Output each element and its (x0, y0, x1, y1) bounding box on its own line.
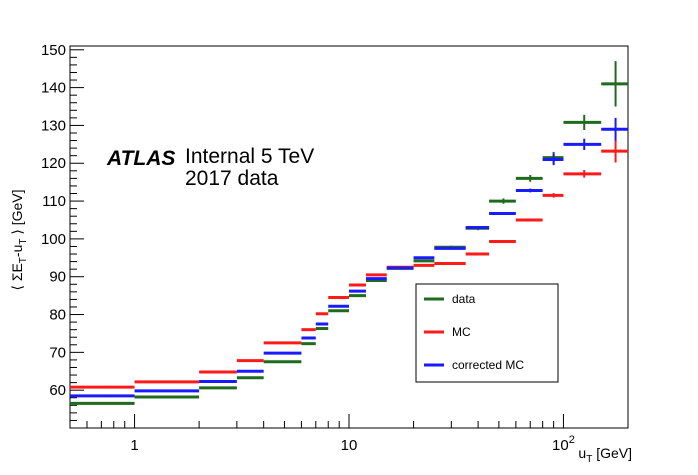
series-mc (70, 139, 628, 389)
legend-label-mc: MC (452, 325, 471, 339)
y-tick-label: 110 (42, 193, 66, 210)
x-tick-label: 10 (341, 437, 358, 454)
data-series (70, 61, 628, 405)
y-axis-title-part: -u (9, 245, 25, 257)
y-tick-label: 90 (49, 269, 66, 286)
y-axis-title: ⟨ ΣET-uT ⟩ [GeV] (9, 189, 29, 290)
x-tick-label: 102 (552, 434, 575, 454)
series-corrected-mc (70, 117, 628, 398)
x-tick-label: 1 (130, 437, 138, 454)
y-tick-label: 140 (41, 80, 66, 97)
x-axis-title-unit: [GeV] (592, 445, 632, 461)
y-axis-title-part: ⟩ [GeV] (9, 189, 25, 238)
legend-label-data: data (452, 292, 476, 306)
x-tick-label-exponent: 2 (569, 434, 575, 446)
x-axis-title: uT [GeV] (578, 445, 632, 465)
y-tick-label: 150 (41, 42, 66, 59)
y-axis-title-part: T (18, 239, 29, 245)
atlas-label: ATLAS (106, 147, 175, 170)
legend-label-corrected-mc: corrected MC (452, 358, 524, 372)
x-axis-title-subscript: T (586, 454, 592, 465)
y-tick-label: 70 (49, 344, 66, 361)
y-tick-label: 120 (41, 155, 66, 172)
y-tick-label: 130 (41, 117, 66, 134)
y-tick-label: 100 (41, 231, 66, 248)
axis-ticks (69, 49, 629, 428)
legend: data MC corrected MC (415, 283, 559, 383)
y-tick-label: 60 (49, 382, 66, 399)
y-axis-title-part: T (18, 257, 29, 263)
atlas-text-line2: 2017 data (185, 167, 279, 190)
atlas-text-line1: Internal 5 TeV (185, 145, 314, 168)
y-axis-title-part: ⟨ ΣE (9, 263, 25, 290)
x-axis-title-main: u (578, 445, 586, 461)
y-tick-label: 80 (49, 307, 66, 324)
